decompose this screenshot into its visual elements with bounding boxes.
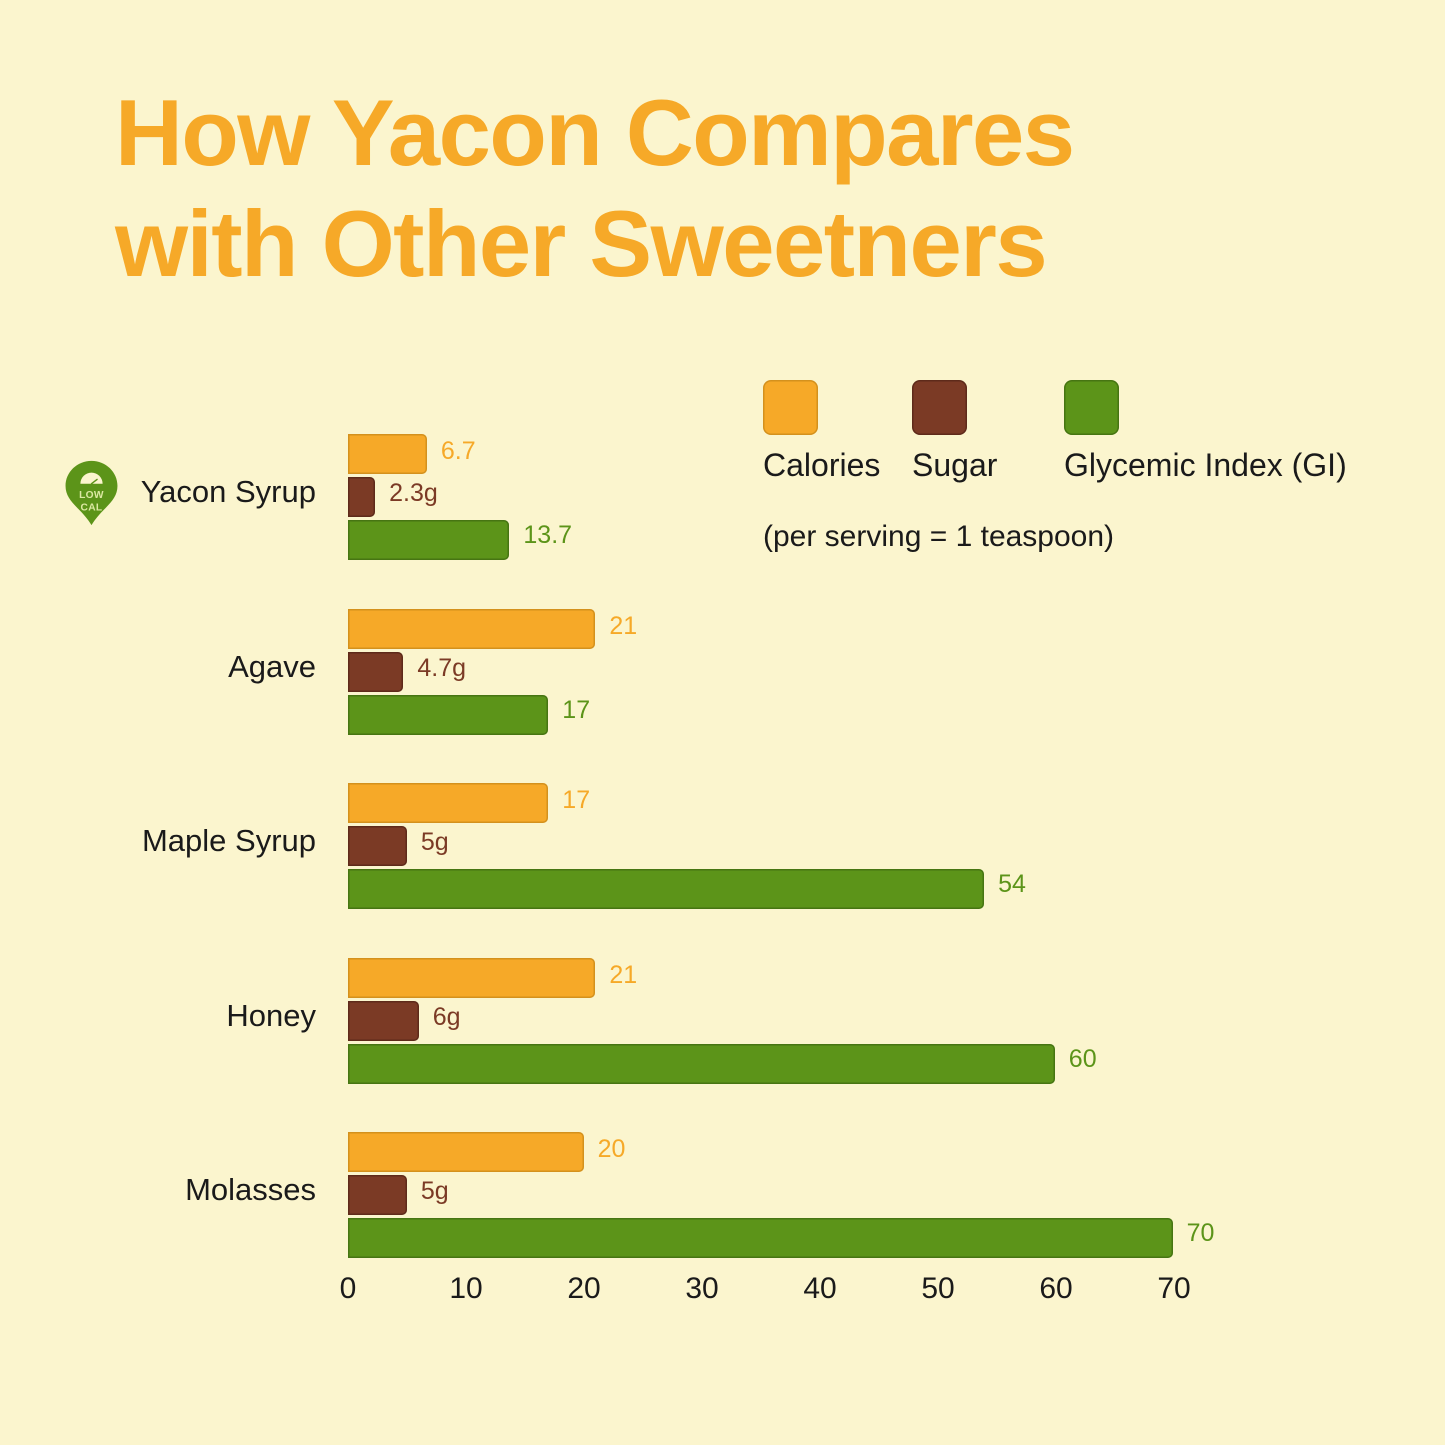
svg-text:CAL: CAL <box>81 502 103 513</box>
svg-text:LOW: LOW <box>79 490 104 501</box>
